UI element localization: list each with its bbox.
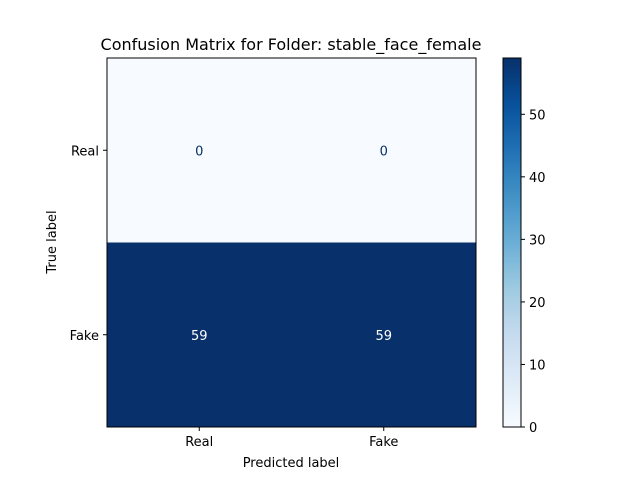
chart-title: Confusion Matrix for Folder: stable_face…: [101, 35, 482, 55]
colorbar-tick-label: 40: [529, 171, 546, 186]
colorbar: [502, 57, 522, 428]
y-axis-ticks: Real Fake: [70, 144, 107, 344]
x-tick-label: Fake: [369, 435, 398, 450]
x-tick-label: Real: [185, 435, 213, 450]
plot-frame: [106, 57, 477, 428]
cell-value-label: 59: [191, 329, 208, 344]
cell-value-label: 0: [380, 144, 388, 159]
colorbar-ticks: 0 10 20 30 40 50: [521, 108, 546, 436]
heatmap-cell: [291, 58, 476, 243]
heatmap-cell: [291, 242, 476, 427]
y-tick-label: Real: [71, 144, 99, 159]
y-tick-label: Fake: [70, 329, 99, 344]
colorbar-tick-label: 10: [529, 358, 546, 373]
colorbar-tick-label: 20: [529, 296, 546, 311]
heatmap-cell: [107, 242, 292, 427]
y-axis-label: True label: [45, 210, 60, 274]
x-axis-ticks: Real Fake: [185, 427, 398, 450]
colorbar-tick-label: 0: [529, 421, 537, 436]
colorbar-tick-label: 30: [529, 233, 546, 248]
heatmap-cells: 0 0 59 59: [107, 58, 476, 427]
heatmap-cell: [107, 58, 292, 243]
cell-value-label: 0: [195, 144, 203, 159]
colorbar-tick-label: 50: [529, 108, 546, 123]
cell-value-label: 59: [375, 329, 392, 344]
x-axis-label: Predicted label: [243, 456, 340, 471]
